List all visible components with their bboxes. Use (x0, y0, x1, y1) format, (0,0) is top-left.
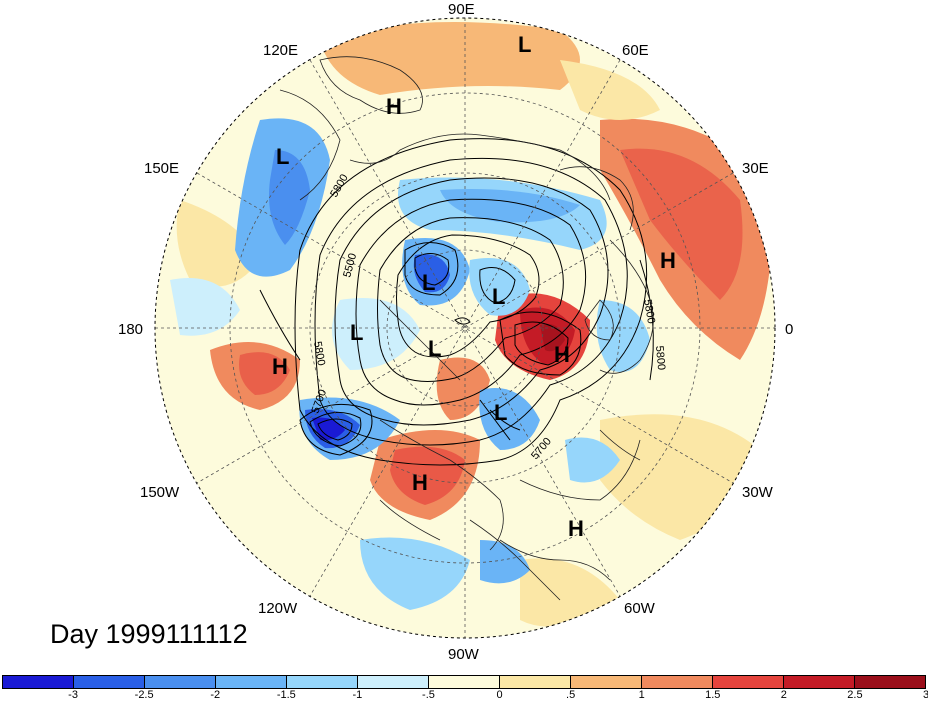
colorbar-swatch (216, 676, 287, 688)
lon-label-150e: 150E (144, 160, 179, 177)
colorbar-swatch (358, 676, 429, 688)
colorbar-swatch (287, 676, 358, 688)
high-center: H (386, 94, 402, 119)
coastlines (279, 56, 654, 601)
colorbar-tick-label: -1 (352, 689, 363, 701)
colorbar-tick-label: -2 (210, 689, 221, 701)
pressure-centers: L H L H L L L L H H L H H (272, 32, 676, 541)
colorbar-tick-label: 1.5 (705, 689, 721, 701)
graticule (155, 18, 775, 638)
high-center: H (660, 248, 676, 273)
colorbar-tick-label: 2.5 (847, 689, 863, 701)
low-center: L (350, 320, 363, 345)
lon-label-30e: 30E (742, 160, 769, 177)
lon-label-120w: 120W (258, 600, 298, 617)
colorbar-swatch (784, 676, 855, 688)
low-center: L (428, 336, 441, 361)
colorbar (2, 675, 926, 689)
colorbar-swatch (855, 676, 925, 688)
colorbar-swatch (429, 676, 500, 688)
low-center: L (518, 32, 531, 57)
colorbar-swatch (571, 676, 642, 688)
low-center: L (422, 270, 435, 295)
lon-label-0: 0 (785, 321, 793, 338)
colorbar-swatch (3, 676, 74, 688)
colorbar-tick-label: -.5 (422, 689, 435, 701)
low-center: L (492, 284, 505, 309)
colorbar-tick-label: 3 (922, 689, 928, 701)
anomaly-field (155, 18, 775, 638)
low-center: L (494, 400, 507, 425)
lon-label-60w: 60W (624, 600, 656, 617)
colorbar-swatch (145, 676, 216, 688)
colorbar-swatch (713, 676, 784, 688)
map-boundary (154, 17, 776, 639)
height-contours (259, 138, 654, 466)
colorbar-tick-label: 2 (780, 689, 787, 701)
high-center: H (554, 342, 570, 367)
colorbar-swatch (500, 676, 571, 688)
lon-label-90e: 90E (448, 1, 475, 18)
colorbar-tick-label: 1 (638, 689, 645, 701)
lon-label-150w: 150W (140, 484, 180, 501)
high-center: H (568, 516, 584, 541)
colorbar-ticks: -3 -2.5 -2 -1.5 -1 -.5 0 .5 1 1.5 2 2.5 3 (0, 689, 928, 703)
lon-label-30w: 30W (742, 484, 774, 501)
high-center: H (272, 354, 288, 379)
day-label: Day 1999111112 (50, 619, 248, 649)
longitude-labels: 90E 90W 0 180 60E 30E 120E 150E 120W 150… (118, 1, 793, 663)
lon-label-180: 180 (118, 321, 143, 338)
contour-label: 5800 (653, 345, 667, 370)
colorbar-swatch (74, 676, 145, 688)
colorbar-tick-label: .5 (566, 689, 576, 701)
colorbar-tick-label: -1.5 (276, 689, 296, 701)
colorbar-tick-label: 0 (496, 689, 503, 701)
contour-label: 5800 (641, 298, 657, 324)
contour-label: 5800 (311, 340, 327, 366)
colorbar-swatch (642, 676, 713, 688)
colorbar-tick-label: -2.5 (134, 689, 154, 701)
lon-label-90w: 90W (448, 646, 480, 663)
lon-label-120e: 120E (263, 42, 298, 59)
lon-label-60e: 60E (622, 42, 649, 59)
colorbar-tick-label: -3 (68, 689, 78, 701)
low-center: L (276, 144, 289, 169)
high-center: H (412, 470, 428, 495)
